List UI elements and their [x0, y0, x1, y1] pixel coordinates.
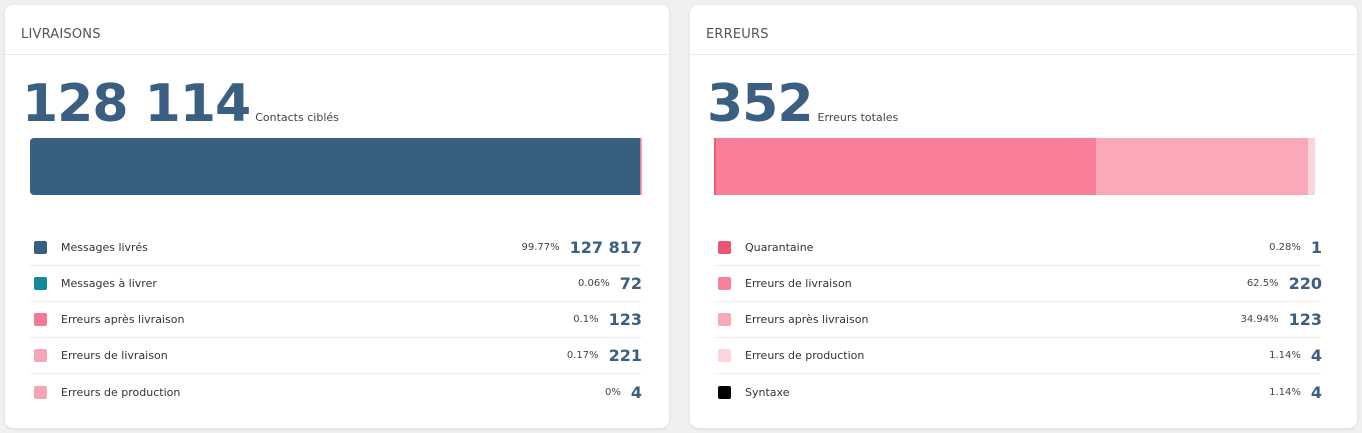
- erreurs-bar-segment: [714, 138, 716, 195]
- legend-row: Erreurs après livraison 0.1% 123: [30, 302, 642, 338]
- legend-value: 123: [1288, 310, 1322, 329]
- legend-label: Erreurs après livraison: [61, 313, 185, 326]
- legend-row: Syntaxe 1.14% 4: [714, 374, 1322, 410]
- legend-percent: 0.1%: [573, 314, 599, 325]
- erreurs-header: ERREURS: [690, 5, 1357, 55]
- legend-percent: 34.94%: [1240, 314, 1279, 325]
- legend-label: Erreurs de livraison: [61, 349, 168, 362]
- legend-swatch: [718, 385, 731, 399]
- livraisons-stacked-bar: [30, 138, 642, 195]
- legend-percent: 0.06%: [577, 278, 610, 289]
- legend-swatch: [718, 241, 731, 254]
- legend-percent: 0.17%: [566, 350, 599, 361]
- erreurs-bar-segment: [1095, 138, 1309, 195]
- legend-percent: 1.14%: [1269, 350, 1301, 361]
- legend-value: 1: [1310, 238, 1322, 257]
- legend-value: 4: [1310, 346, 1322, 365]
- erreurs-bar-segment: [1308, 138, 1316, 195]
- legend-label: Messages livrés: [61, 241, 148, 254]
- legend-percent: 62.5%: [1246, 278, 1279, 289]
- legend-label: Messages à livrer: [61, 277, 157, 290]
- livraisons-total-label: Contacts ciblés: [255, 111, 339, 124]
- legend-row: Messages à livrer 0.06% 72: [30, 266, 642, 302]
- legend-swatch: [718, 349, 731, 362]
- livraisons-title: LIVRAISONS: [21, 27, 101, 42]
- erreurs-total: 352 Erreurs totales: [707, 78, 898, 130]
- livraisons-card: LIVRAISONS 128 114 Contacts ciblés Messa…: [5, 5, 669, 428]
- legend-value: 127 817: [569, 238, 642, 257]
- legend-swatch: [34, 385, 47, 399]
- legend-swatch: [34, 277, 47, 290]
- legend-row: Erreurs de livraison 0.17% 221: [30, 338, 642, 374]
- erreurs-bar-segment: [715, 138, 1096, 195]
- legend-value: 220: [1288, 274, 1322, 293]
- legend-value: 4: [1310, 382, 1322, 402]
- erreurs-stacked-bar: [714, 138, 1322, 195]
- erreurs-legend: Quarantaine 0.28% 1 Erreurs de livraison 62.…: [714, 230, 1322, 410]
- legend-value: 221: [608, 346, 642, 365]
- livraisons-header: LIVRAISONS: [5, 5, 669, 55]
- legend-row: Erreurs de production 1.14% 4: [714, 338, 1322, 374]
- legend-row: Messages livrés 99.77% 127 817: [30, 230, 642, 266]
- legend-row: Erreurs de livraison 62.5% 220: [714, 266, 1322, 302]
- legend-label: Erreurs après livraison: [745, 313, 869, 326]
- legend-label: Erreurs de livraison: [745, 277, 852, 290]
- legend-label: Quarantaine: [745, 241, 814, 254]
- legend-percent: 1.14%: [1269, 386, 1301, 398]
- erreurs-total-label: Erreurs totales: [817, 111, 899, 124]
- livraisons-total-value: 128 114: [22, 74, 251, 134]
- legend-swatch: [34, 349, 47, 362]
- erreurs-title: ERREURS: [706, 27, 769, 42]
- livraisons-bar-segment: [640, 138, 642, 195]
- legend-row: Quarantaine 0.28% 1: [714, 230, 1322, 266]
- legend-label: Erreurs de production: [745, 349, 865, 362]
- livraisons-legend: Messages livrés 99.77% 127 817 Messages à l…: [30, 230, 642, 410]
- legend-row: Erreurs de production 0% 4: [30, 374, 642, 410]
- legend-label: Erreurs de production: [61, 385, 181, 399]
- legend-label: Syntaxe: [745, 385, 790, 399]
- legend-percent: 0%: [604, 386, 621, 398]
- legend-swatch: [34, 313, 47, 326]
- legend-value: 123: [608, 310, 642, 329]
- livraisons-total: 128 114 Contacts ciblés: [22, 78, 339, 130]
- erreurs-bar-segment: [1315, 138, 1322, 195]
- legend-value: 72: [619, 274, 642, 293]
- legend-row: Erreurs après livraison 34.94% 123: [714, 302, 1322, 338]
- legend-percent: 99.77%: [521, 242, 560, 253]
- erreurs-card: ERREURS 352 Erreurs totales Quarantaine 0…: [690, 5, 1357, 428]
- livraisons-bar-segment: [640, 138, 641, 195]
- legend-swatch: [718, 277, 731, 290]
- legend-swatch: [34, 241, 47, 254]
- legend-swatch: [718, 313, 731, 326]
- legend-percent: 0.28%: [1269, 242, 1301, 253]
- livraisons-bar-segment: [30, 138, 640, 195]
- erreurs-total-value: 352: [707, 74, 814, 134]
- legend-value: 4: [630, 382, 642, 402]
